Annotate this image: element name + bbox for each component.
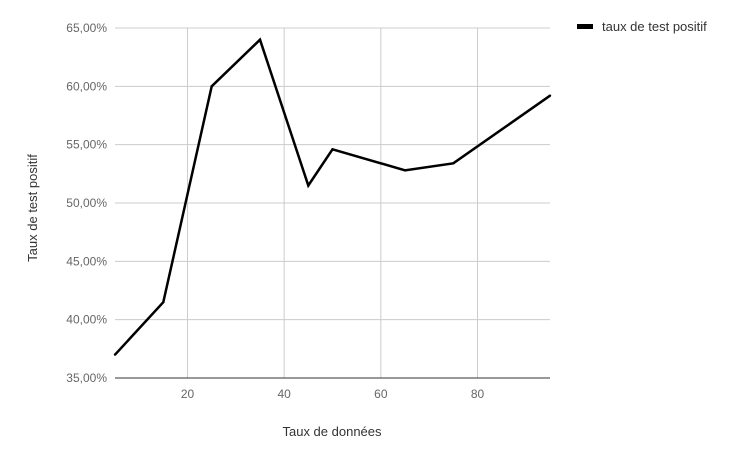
legend-swatch <box>577 24 593 29</box>
data-point <box>452 162 455 165</box>
x-tick-label: 40 <box>277 387 291 401</box>
tick-labels: 35,00% 40,00% 45,00% 50,00% 55,00% 60,00% 65,0… <box>66 21 484 401</box>
x-tick-label: 20 <box>181 387 195 401</box>
data-point <box>331 148 334 151</box>
x-tick-label: 80 <box>471 387 485 401</box>
y-tick-label: 50,00% <box>66 196 107 210</box>
data-point <box>113 353 117 356</box>
data-point <box>210 85 213 88</box>
legend: taux de test positif <box>577 19 707 34</box>
data-point <box>162 300 165 304</box>
data-point <box>403 169 407 172</box>
legend-label: taux de test positif <box>602 19 707 34</box>
data-point <box>307 184 310 187</box>
y-tick-label: 35,00% <box>66 371 107 385</box>
data-point <box>258 38 262 41</box>
series-lines <box>113 37 552 356</box>
data-point <box>548 94 552 97</box>
y-tick-label: 45,00% <box>66 254 107 268</box>
y-tick-label: 65,00% <box>66 21 107 35</box>
x-tick-label: 60 <box>374 387 388 401</box>
y-axis-title: Taux de test positif <box>25 154 40 262</box>
y-tick-label: 40,00% <box>66 313 107 327</box>
y-tick-label: 60,00% <box>66 79 107 93</box>
series-line <box>114 37 551 356</box>
y-tick-label: 55,00% <box>66 138 107 152</box>
grid-lines <box>115 27 550 378</box>
x-axis-title: Taux de données <box>282 424 382 439</box>
